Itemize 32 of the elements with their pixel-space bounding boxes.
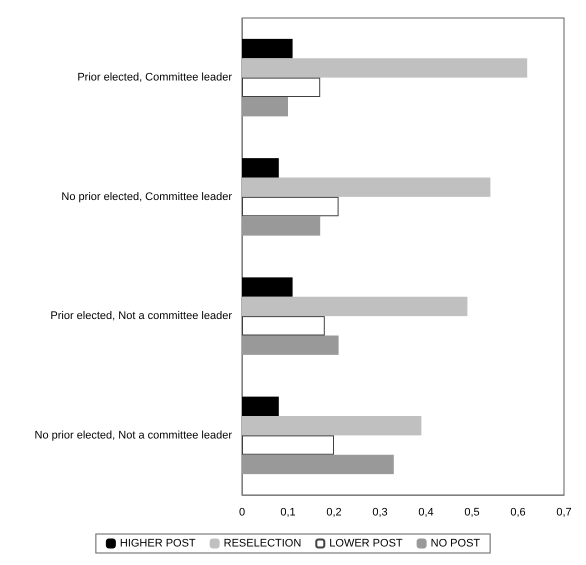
y-tick-label: Prior elected, Not a committee leader <box>50 310 232 322</box>
bar <box>242 78 320 98</box>
x-tick-label: 0,7 <box>556 506 572 518</box>
y-tick-label: No prior elected, Not a committee leader <box>34 429 232 442</box>
bar <box>242 216 320 236</box>
bar <box>242 58 528 78</box>
legend-label: RESELECTION <box>224 538 302 550</box>
bar <box>242 97 288 116</box>
x-tick-label: 0,5 <box>464 506 480 518</box>
bar <box>242 196 339 216</box>
bar <box>242 435 334 455</box>
legend-label: LOWER POST <box>329 538 403 550</box>
bar <box>242 38 293 58</box>
bar <box>242 316 325 336</box>
legend-label: NO POST <box>430 538 480 550</box>
bar <box>242 336 339 355</box>
x-tick-label: 0,6 <box>510 506 526 518</box>
x-tick-label: 0 <box>238 506 246 518</box>
x-tick-label: 0,2 <box>326 506 342 518</box>
bar <box>242 396 279 416</box>
bar <box>242 177 490 197</box>
bar <box>242 416 422 436</box>
y-tick-label: No prior elected, Committee leader <box>61 190 232 203</box>
bar <box>242 454 394 474</box>
bar <box>242 296 468 316</box>
legend-label: HIGHER POST <box>120 538 196 550</box>
bar <box>242 158 279 178</box>
bar <box>242 277 293 297</box>
x-tick-label: 0,3 <box>372 506 388 518</box>
y-tick-label: Prior elected, Committee leader <box>77 72 232 84</box>
x-tick-label: 0,1 <box>280 506 296 518</box>
x-tick-label: 0,4 <box>418 506 434 518</box>
